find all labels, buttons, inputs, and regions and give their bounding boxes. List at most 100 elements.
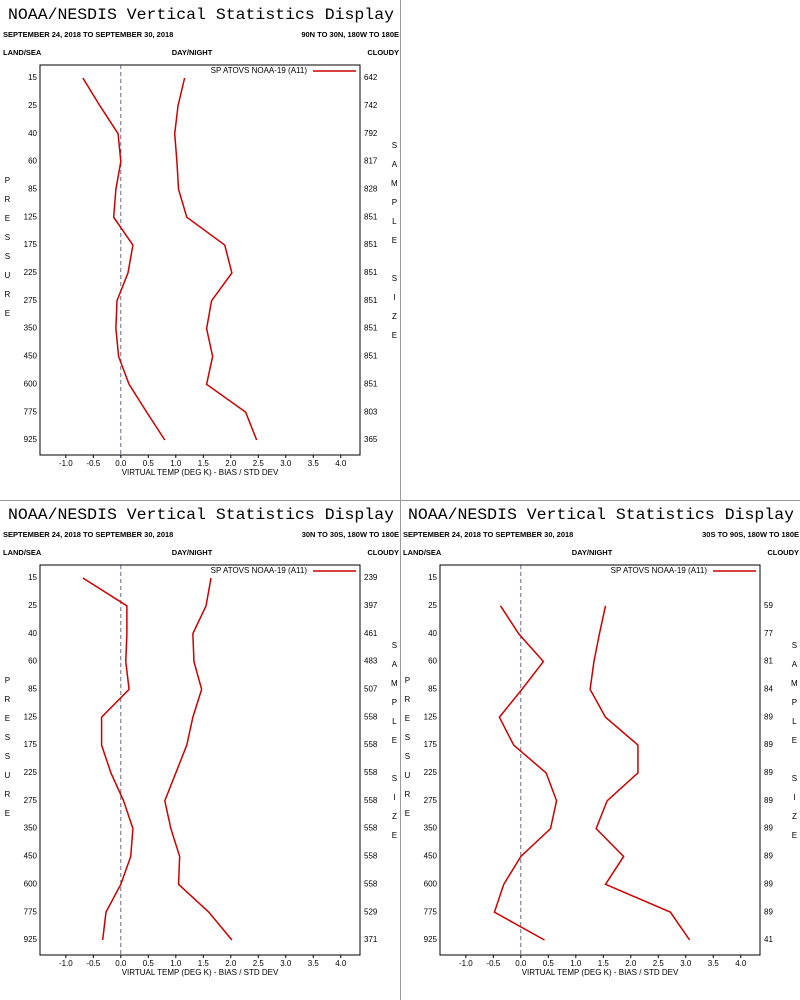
x-tick-label: 0.5: [143, 459, 155, 468]
y-tick-label: 450: [424, 852, 438, 861]
x-tick-label: 3.5: [308, 459, 320, 468]
sample-size-label: 483: [364, 657, 378, 666]
y-tick-label: 40: [28, 129, 37, 138]
x-tick-label: 2.5: [653, 959, 665, 968]
y-tick-label: 350: [24, 824, 38, 833]
sample-size-label: 558: [364, 740, 378, 749]
x-tick-label: 4.0: [735, 959, 747, 968]
sample-size-label: 89: [764, 740, 773, 749]
y-tick-label: 25: [28, 101, 37, 110]
plot-frame: [439, 564, 761, 956]
y-tick-label: 85: [28, 184, 37, 193]
corner-label: CLOUDY: [367, 48, 399, 57]
chart-title: NOAA/NESDIS Vertical Statistics Display: [408, 506, 794, 524]
y-tick-label: 25: [28, 601, 37, 610]
sample-size-label: 851: [364, 268, 378, 277]
sample-size-label: 89: [764, 824, 773, 833]
y-tick-label: 775: [24, 407, 38, 416]
legend-label: SP ATOVS NOAA-19 (A11): [211, 66, 308, 75]
y-axis-label: PRESSURE: [3, 176, 12, 328]
corner-label: CLOUDY: [767, 548, 799, 557]
x-tick-label: 1.0: [170, 959, 182, 968]
sample-size-label: 851: [364, 296, 378, 305]
x-tick-label: -1.0: [459, 959, 473, 968]
plot-frame: [39, 64, 361, 456]
sample-size-label: 529: [364, 907, 378, 916]
y2-axis-label: SAMPLE SIZE: [790, 641, 799, 850]
sample-size-label: 84: [764, 684, 773, 693]
y-tick-label: 600: [24, 379, 38, 388]
y-tick-label: 85: [428, 684, 437, 693]
y-tick-label: 225: [24, 268, 38, 277]
region: 30S TO 90S, 180W TO 180E: [702, 530, 799, 539]
y-tick-label: 15: [28, 573, 37, 582]
sample-size-label: 89: [764, 768, 773, 777]
x-tick-label: -1.0: [59, 959, 73, 968]
corner-label: LAND/SEA: [3, 48, 42, 57]
sample-size-label: 558: [364, 824, 378, 833]
sample-size-label: 59: [764, 601, 773, 610]
std-dev-line: [589, 605, 691, 941]
sample-size-label: 558: [364, 879, 378, 888]
sample-size-label: 461: [364, 629, 378, 638]
sample-size-label: 89: [764, 796, 773, 805]
subtitle: SEPTEMBER 24, 2018 TO SEPTEMBER 30, 2018: [3, 30, 173, 39]
sample-size-label: 828: [364, 184, 378, 193]
corner-label: DAY/NIGHT: [572, 548, 613, 557]
std-dev-line: [164, 577, 233, 941]
x-tick-label: 0.0: [115, 959, 127, 968]
x-tick-label: 2.0: [225, 959, 237, 968]
sample-size-label: 851: [364, 212, 378, 221]
bias-line: [82, 577, 134, 941]
sample-size-label: 642: [364, 73, 378, 82]
y-tick-label: 60: [28, 157, 37, 166]
corner-label: DAY/NIGHT: [172, 48, 213, 57]
corner-label: LAND/SEA: [403, 548, 442, 557]
sample-size-label: 817: [364, 157, 378, 166]
sample-size-label: 89: [764, 907, 773, 916]
x-tick-label: 4.0: [335, 959, 347, 968]
x-tick-label: 1.0: [570, 959, 582, 968]
y-tick-label: 275: [424, 796, 438, 805]
x-tick-label: 2.5: [253, 459, 265, 468]
sample-size-label: 89: [764, 712, 773, 721]
sample-size-label: 742: [364, 101, 378, 110]
y2-axis-label: SAMPLE SIZE: [390, 141, 399, 350]
region: 90N TO 30N, 180W TO 180E: [301, 30, 399, 39]
y-tick-label: 350: [424, 824, 438, 833]
chart-panel: NOAA/NESDIS Vertical Statistics Display S…: [403, 506, 799, 977]
chart-panel: NOAA/NESDIS Vertical Statistics Display S…: [3, 506, 399, 977]
x-tick-label: 3.5: [708, 959, 720, 968]
subtitle: SEPTEMBER 24, 2018 TO SEPTEMBER 30, 2018: [3, 530, 173, 539]
y-tick-label: 450: [24, 352, 38, 361]
x-tick-label: 0.0: [115, 459, 127, 468]
y-tick-label: 60: [28, 657, 37, 666]
y-tick-label: 450: [24, 852, 38, 861]
y-tick-label: 225: [424, 768, 438, 777]
y-axis-label: PRESSURE: [3, 676, 12, 828]
y-tick-label: 175: [24, 740, 38, 749]
corner-label: LAND/SEA: [3, 548, 42, 557]
sample-size-label: 803: [364, 407, 378, 416]
x-axis-label: VIRTUAL TEMP (DEG K) - BIAS / STD DEV: [122, 468, 279, 477]
sample-size-label: 851: [364, 352, 378, 361]
bias-line: [493, 605, 558, 941]
x-tick-label: -0.5: [86, 459, 100, 468]
x-tick-label: 3.0: [680, 959, 692, 968]
bias-line: [82, 77, 166, 441]
sample-size-label: 89: [764, 879, 773, 888]
sample-size-label: 81: [764, 657, 773, 666]
x-tick-label: -0.5: [86, 959, 100, 968]
x-tick-label: 1.5: [198, 959, 210, 968]
sample-size-label: 558: [364, 712, 378, 721]
x-axis-label: VIRTUAL TEMP (DEG K) - BIAS / STD DEV: [122, 968, 279, 977]
y-tick-label: 175: [24, 240, 38, 249]
y-tick-label: 40: [428, 629, 437, 638]
x-tick-label: 3.0: [280, 959, 292, 968]
y-tick-label: 925: [24, 435, 38, 444]
sample-size-label: 239: [364, 573, 378, 582]
y-tick-label: 15: [28, 73, 37, 82]
sample-size-label: 851: [364, 379, 378, 388]
sample-size-label: 371: [364, 935, 378, 944]
chart-panel: NOAA/NESDIS Vertical Statistics Display S…: [3, 6, 399, 477]
